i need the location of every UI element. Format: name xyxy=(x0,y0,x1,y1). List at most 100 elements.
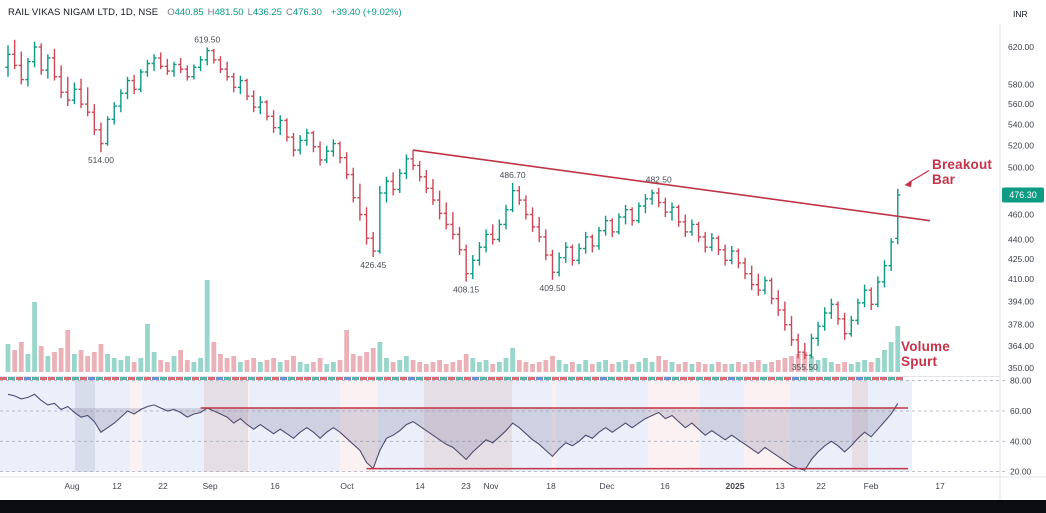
volume-bar xyxy=(370,348,376,372)
price-axis[interactable]: 620.00580.00560.00540.00520.00500.00480.… xyxy=(1008,42,1034,373)
trend-ribbon-segment xyxy=(480,377,487,380)
volume-bar xyxy=(357,356,363,372)
volume-bar xyxy=(536,362,542,372)
volume-bar xyxy=(662,360,668,372)
trend-ribbon-segment xyxy=(592,377,599,380)
trend-ribbon-segment xyxy=(176,377,183,380)
last-price-badge[interactable]: 476.30 xyxy=(1002,187,1044,203)
trend-ribbon-segment xyxy=(464,377,471,380)
volume-bar xyxy=(311,362,316,372)
volume-bar xyxy=(417,362,423,372)
trend-ribbon-segment xyxy=(856,377,863,380)
volume-bar xyxy=(643,358,648,372)
trend-ribbon-segment xyxy=(320,377,327,380)
time-axis-tick-label: Sep xyxy=(202,481,217,491)
trend-ribbon-segment xyxy=(280,377,287,380)
trend-ribbon-segment xyxy=(776,377,783,380)
trend-ribbon-segment xyxy=(792,377,799,380)
volume-bar xyxy=(848,364,854,372)
breakout-bar-annotation[interactable]: Breakout Bar xyxy=(932,157,992,187)
trend-ribbon-segment xyxy=(288,377,295,380)
rsi-line[interactable] xyxy=(7,393,899,471)
volume-bar xyxy=(317,358,323,372)
swing-price-label: 482.50 xyxy=(646,175,672,185)
volume-bar xyxy=(178,350,184,372)
volume-bar xyxy=(868,362,874,372)
volume-bar xyxy=(762,364,768,372)
volume-bar xyxy=(669,362,675,372)
volume-bar xyxy=(523,362,529,372)
rsi-shade-column xyxy=(852,380,868,472)
time-axis[interactable]: Aug 12 22 Sep 16 Oct 14 23 Nov 18 Dec 16 2025 13 22 Feb… xyxy=(64,481,945,491)
trend-ribbon-segment xyxy=(416,377,423,380)
trend-ribbon-segment xyxy=(560,377,567,380)
price-pane[interactable]: 619.50 514.00 486.70 482.50 426.45 408.15 409.… xyxy=(5,34,931,372)
volume-bar xyxy=(576,364,582,372)
volume-bar xyxy=(709,364,715,372)
volume-bar xyxy=(297,362,303,372)
ohlc-values: O440.85 H481.50 L436.25 C476.30 xyxy=(163,7,322,18)
trend-ribbon-segment xyxy=(536,377,543,380)
volume-bar xyxy=(470,358,476,372)
trend-ribbon-segment xyxy=(56,377,63,380)
volume-bar xyxy=(264,360,270,372)
trend-ribbon-segment xyxy=(680,377,687,380)
trend-ribbon-segment xyxy=(64,377,71,380)
trend-ribbon-segment xyxy=(808,377,815,380)
rsi-shade-column xyxy=(204,380,248,472)
symbol-info-bar[interactable]: RAIL VIKAS NIGAM LTD, 1D, NSE O440.85 H48… xyxy=(0,0,1000,24)
swing-price-label: 619.50 xyxy=(194,34,220,44)
trend-ribbon-segment xyxy=(512,377,519,380)
trend-ribbon-segment xyxy=(656,377,663,380)
trend-ribbon-segment xyxy=(96,377,103,380)
trend-ribbon-segment xyxy=(728,377,735,380)
volume-bar xyxy=(809,356,814,372)
trend-ribbon-segment xyxy=(232,377,239,380)
rsi-pane[interactable]: 80.00 60.00 40.00 20.00 xyxy=(0,376,1032,477)
trend-ribbon-segment xyxy=(704,377,711,380)
trend-ribbon-segment xyxy=(16,377,23,380)
volume-spurt-annotation[interactable]: Volume Spurt xyxy=(901,339,950,369)
price-axis-tick-label: 378.00 xyxy=(1008,320,1034,330)
volume-bar xyxy=(158,360,164,372)
volume-bar xyxy=(350,354,356,372)
trend-ribbon-segment xyxy=(328,377,335,380)
trend-ribbon-segment xyxy=(768,377,775,380)
volume-bar xyxy=(457,360,462,372)
rsi-background-band xyxy=(868,380,912,472)
volume-bar xyxy=(477,362,482,372)
descending-trendline[interactable] xyxy=(412,149,931,222)
volume-bar xyxy=(616,362,622,372)
swing-price-label: 514.00 xyxy=(88,155,114,165)
volume-bar xyxy=(25,354,31,372)
trend-ribbon-segment xyxy=(584,377,591,380)
time-axis-tick-label: 23 xyxy=(461,481,471,491)
ohlc-value: 436.25 xyxy=(252,6,282,18)
volume-bar xyxy=(516,360,522,372)
volume-bar xyxy=(85,356,91,372)
rsi-axis-tick-label: 20.00 xyxy=(1010,467,1032,477)
trend-ribbon-segment xyxy=(120,377,127,380)
volume-bar xyxy=(729,364,735,372)
rsi-background-band xyxy=(130,380,142,472)
trend-ribbon-segment xyxy=(688,377,695,380)
trend-ribbon-segment xyxy=(360,377,367,380)
price-axis-tick-label: 540.00 xyxy=(1008,120,1034,130)
rsi-background-band xyxy=(852,380,868,472)
trend-ribbon-segment xyxy=(520,377,527,380)
price-axis-tick-label: 580.00 xyxy=(1008,79,1034,89)
trend-ribbon-segment xyxy=(672,377,679,380)
trend-ribbon-segment xyxy=(496,377,503,380)
volume-bar xyxy=(231,356,237,372)
swing-price-label: 486.70 xyxy=(500,170,526,180)
symbol-title[interactable]: RAIL VIKAS NIGAM LTD, 1D, NSE xyxy=(8,6,159,18)
trend-ribbon-segment xyxy=(312,377,319,380)
trend-ribbon-segment xyxy=(112,377,119,380)
trend-ribbon-segment xyxy=(384,377,391,380)
time-axis-tick-label: Feb xyxy=(864,481,879,491)
time-axis-tick-label: Dec xyxy=(599,481,615,491)
rsi-background-band xyxy=(700,380,744,472)
swing-price-label: 408.15 xyxy=(453,285,479,295)
trend-ribbon-segment xyxy=(0,377,7,380)
